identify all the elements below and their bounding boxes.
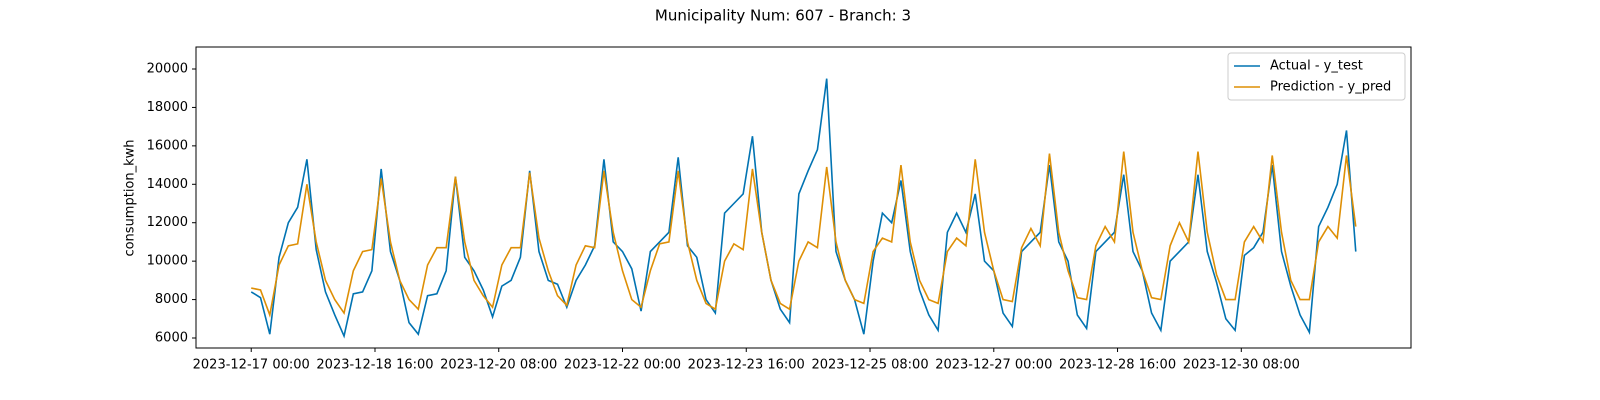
y-tick-label: 14000 <box>147 177 188 192</box>
plot-frame <box>195 46 1412 349</box>
x-tick-label: 2023-12-18 16:00 <box>316 358 433 373</box>
legend: Actual - y_test Prediction - y_pred <box>1227 52 1406 101</box>
legend-box <box>1227 52 1406 101</box>
x-tick-label: 2023-12-23 16:00 <box>688 358 805 373</box>
x-tick-label: 2023-12-27 00:00 <box>935 358 1052 373</box>
series-line <box>250 78 1357 339</box>
series-line <box>251 151 1357 318</box>
x-tick-label: 2023-12-25 08:00 <box>811 358 928 373</box>
y-tick-label: 16000 <box>147 138 188 153</box>
x-tick-label: 2023-12-22 00:00 <box>564 358 681 373</box>
legend-label: Prediction - y_pred <box>1270 80 1391 95</box>
x-tick-label: 2023-12-30 08:00 <box>1183 358 1300 373</box>
y-axis-label: consumption_kwh <box>123 139 138 256</box>
y-tick-label: 18000 <box>147 100 188 115</box>
y-tick-label: 10000 <box>147 254 188 269</box>
x-tick-label: 2023-12-28 16:00 <box>1059 358 1176 373</box>
chart-title: Municipality Num: 607 - Branch: 3 <box>655 7 911 25</box>
y-tick-label: 8000 <box>155 292 188 307</box>
y-tick-label: 20000 <box>147 62 188 77</box>
x-tick-label: 2023-12-17 00:00 <box>193 358 310 373</box>
y-tick-label: 12000 <box>147 215 188 230</box>
legend-label: Actual - y_test <box>1270 59 1363 74</box>
x-tick-label: 2023-12-20 08:00 <box>440 358 557 373</box>
y-tick-label: 6000 <box>155 331 188 346</box>
